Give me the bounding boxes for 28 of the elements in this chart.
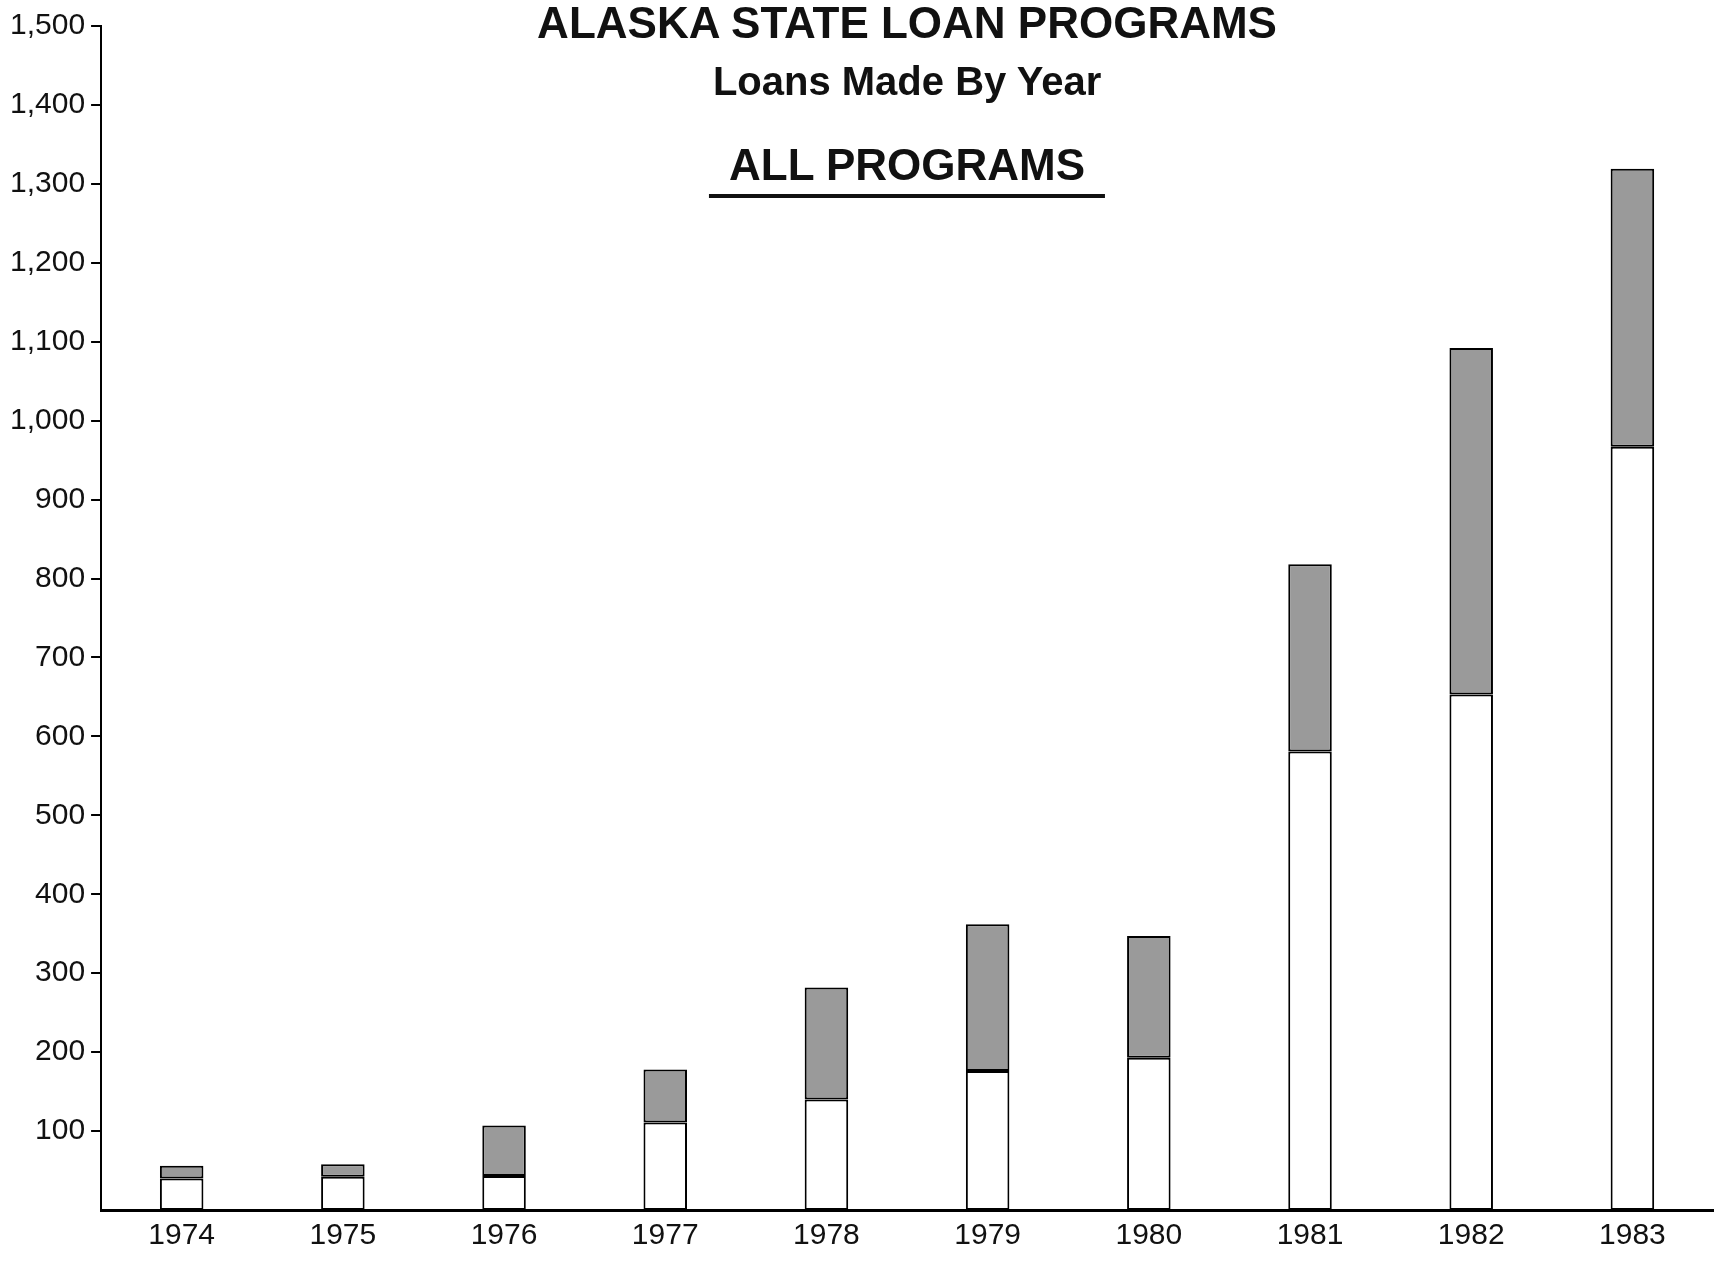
- y-tick-label: 500: [35, 796, 86, 830]
- y-tick-label: 1,200: [10, 244, 86, 278]
- x-tick-label: 1981: [1276, 1217, 1344, 1251]
- y-tick-label: 1,400: [10, 86, 86, 120]
- x-tick-label: 1983: [1599, 1217, 1666, 1251]
- x-tick-label: 1982: [1437, 1217, 1505, 1251]
- y-tick-label: 100: [35, 1112, 86, 1146]
- x-tick-label: 1975: [309, 1217, 377, 1251]
- y-tick-label: 1,500: [10, 7, 86, 41]
- y-tick-label: 300: [35, 954, 86, 988]
- x-tick-label: 1976: [470, 1217, 538, 1251]
- y-tick-label: 900: [35, 480, 86, 514]
- x-tick-label: 1974: [148, 1217, 216, 1251]
- text: Loans Made By Year: [712, 59, 1102, 103]
- x-tick-label: 1980: [1115, 1217, 1183, 1251]
- chart-title: ALASKA STATE LOAN PROGRAMS: [537, 0, 1277, 47]
- y-tick-label: 1,000: [10, 401, 86, 435]
- y-tick-label: 1,100: [10, 323, 86, 356]
- y-tick-label: 800: [35, 559, 86, 593]
- x-tick-label: 1978: [793, 1217, 860, 1251]
- y-tick-label: 200: [35, 1033, 86, 1067]
- x-tick-label: 1979: [954, 1217, 1022, 1251]
- y-tick-label: 400: [35, 875, 86, 909]
- y-tick-label: 1,300: [10, 165, 86, 199]
- y-tick-label: 700: [35, 638, 86, 672]
- annotation: ALL PROGRAMS: [708, 140, 1106, 198]
- x-tick-label: 1977: [631, 1217, 699, 1251]
- y-tick-label: 600: [35, 717, 86, 751]
